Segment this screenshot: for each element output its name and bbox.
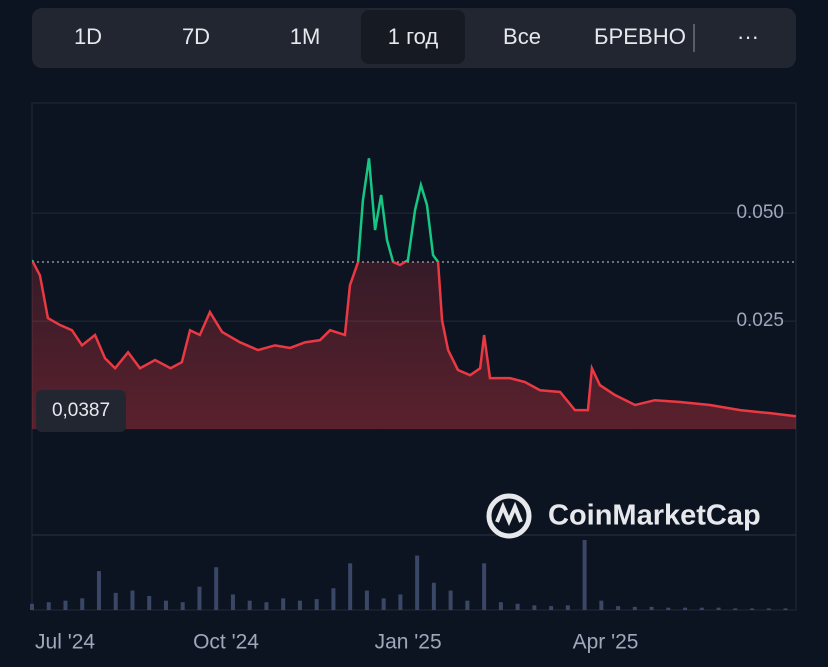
volume-bar [348,563,353,610]
volume-bar [699,607,704,610]
volume-bar [46,602,51,610]
volume-bar [63,600,68,610]
volume-bar [599,600,604,610]
volume-bar [683,607,688,610]
volume-bar [130,590,135,610]
y-tick-label: 0.025 [736,310,784,331]
tab[interactable]: 1M [290,24,321,49]
volume-bar [766,608,771,610]
volume-bar [448,590,453,610]
volume-bar [381,598,386,610]
watermark: CoinMarketCap [548,500,761,532]
volume-bar [398,594,403,610]
baseline-label-bg [36,390,126,432]
volume-bar [80,598,85,610]
tab[interactable]: 1D [74,24,102,49]
tab-selected-bg [361,10,465,64]
volume-bar [264,602,269,610]
volume-bar [197,586,202,610]
volume-bar [465,600,470,610]
volume-bar [113,592,118,610]
price-line-down [32,261,796,418]
volume-bar [482,563,487,610]
volume-bar [247,600,252,610]
area [32,261,796,430]
tab[interactable]: 7D [182,24,210,49]
volume-bar [649,606,654,610]
x-tick-label: Apr '25 [573,631,639,654]
volume-bar [30,603,34,610]
x-tick-label: Jul '24 [35,631,95,654]
volume-bar [565,605,570,610]
volume-bar [515,603,520,610]
x-tick-label: Jan '25 [375,631,442,654]
price-line-up [32,158,440,262]
volume-bar [431,582,436,610]
volume-bar [716,607,721,610]
volume-bar [230,594,235,610]
volume-bar [415,555,420,610]
volume-bar [314,599,319,610]
tab[interactable]: Все [503,24,541,49]
volume-bar [582,540,587,610]
volume-bar [297,600,302,610]
volume-bar [214,567,219,610]
volume-bar [147,596,152,610]
volume-bar [616,606,621,610]
volume-bar [783,608,788,610]
volume-bar [364,590,369,610]
volume-bar [281,598,286,610]
volume-bar [180,602,185,610]
y-tick-label: 0.050 [736,202,784,223]
volume-bar [632,606,637,610]
volume-bar [549,606,554,610]
volume-bar [733,608,738,610]
volume-bar [163,600,168,610]
volume-bar [498,602,503,610]
tab[interactable]: ··· [737,24,759,49]
volume-bar [532,605,537,610]
volume-bar [750,608,755,610]
volume-bar [331,588,336,610]
x-tick-label: Oct '24 [193,631,259,654]
tab[interactable]: БРЕВНО [594,24,686,49]
watermark-logo [486,493,532,539]
tab[interactable]: 1 год [388,24,439,49]
volume-bar [666,607,671,610]
baseline-label: 0,0387 [52,400,110,421]
volume-bar [96,571,101,610]
